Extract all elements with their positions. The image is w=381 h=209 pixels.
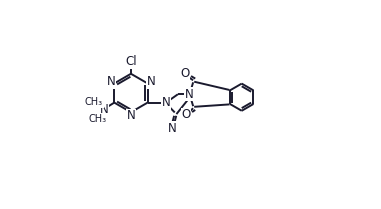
Text: CH₃: CH₃ (85, 97, 103, 107)
Text: Cl: Cl (125, 55, 137, 68)
Text: N: N (126, 110, 135, 122)
Text: N: N (146, 75, 155, 88)
Text: N: N (168, 122, 177, 135)
Text: N: N (185, 88, 194, 101)
Text: N: N (100, 103, 109, 116)
Text: O: O (181, 68, 190, 80)
Text: N: N (162, 96, 171, 109)
Text: CH₃: CH₃ (89, 114, 107, 124)
Text: N: N (107, 75, 115, 88)
Text: O: O (182, 108, 191, 121)
